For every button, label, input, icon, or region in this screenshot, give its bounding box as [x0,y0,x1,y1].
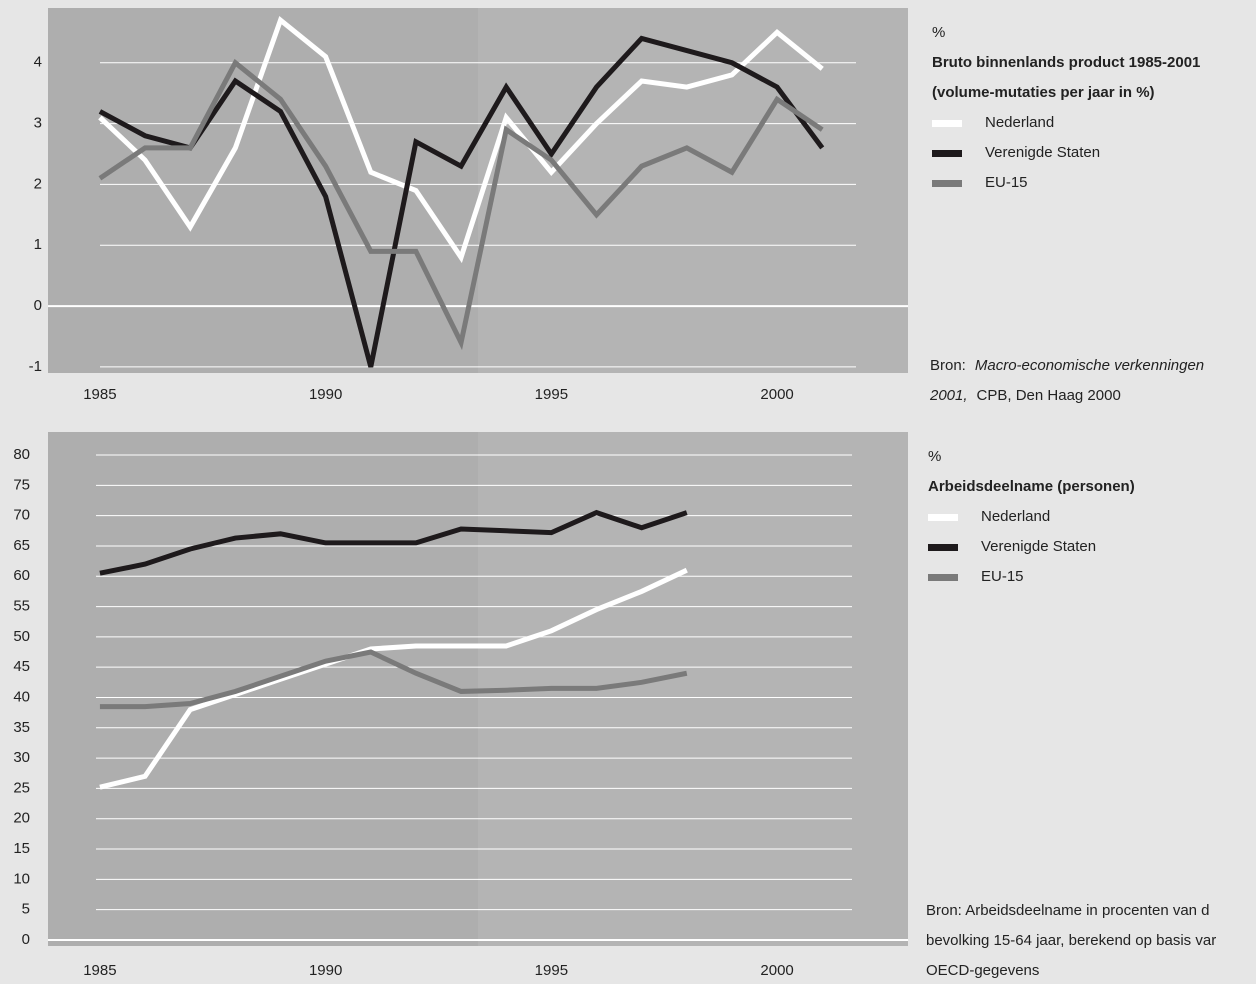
legend-label: Verenigde Staten [981,538,1096,555]
y-tick-label: 30 [13,749,30,766]
y-tick-label: 2 [34,175,42,192]
source-text: OECD-gegevens [926,962,1039,979]
legend-label: Verenigde Staten [985,144,1100,161]
unit-label: % [928,448,941,465]
y-tick-label: 70 [13,507,30,524]
page: -1 0 1 2 3 4 1985 1990 1995 2000% Bruto binnenland… [0,0,1256,984]
source-text: 2001, [929,387,968,404]
y-tick-label: 20 [13,810,30,827]
legend-swatch [932,120,962,127]
source-line: bevolking 15-64 jaar, berekend op basis … [926,932,1216,949]
legend-swatch [928,544,958,551]
y-tick-label: 15 [13,840,30,857]
y-tick-label: 0 [34,297,42,314]
source-text: CPB, Den Haag 2000 [977,387,1121,404]
legend-swatch [932,180,962,187]
x-tick-label: 1985 [83,962,116,979]
y-tick-label: 4 [34,54,42,71]
y-tick-label: 3 [34,115,42,132]
x-tick-label: 1990 [309,962,342,979]
x-tick-label: 1995 [535,962,568,979]
source-text: bevolking 15-64 jaar, berekend op basis … [926,932,1216,949]
y-tick-label: 45 [13,658,30,675]
chart-subtitle: (volume-mutaties per jaar in %) [932,84,1155,101]
source-text: Bron: [930,357,966,374]
source-line: Bron: Arbeidsdeelname in procenten van d [926,902,1210,919]
chart-title: Arbeidsdeelname (personen) [928,478,1135,495]
y-tick-label: 60 [13,567,30,584]
y-tick-label: 65 [13,537,30,554]
legend-label: Nederland [985,114,1054,131]
chart-title: Bruto binnenlands product 1985-2001 [932,54,1200,71]
y-tick-label: 10 [13,870,30,887]
source-line: OECD-gegevens [926,962,1039,979]
source-line: 2001, CPB, Den Haag 2000 [929,387,1121,404]
legend-label: EU-15 [981,568,1024,585]
legend-swatch [928,574,958,581]
y-tick-label: 1 [34,236,42,253]
y-tick-label: 80 [13,446,30,463]
y-tick-label: 55 [13,598,30,615]
legend-swatch [928,514,958,521]
x-tick-label: 2000 [760,962,793,979]
source-text: Bron: Arbeidsdeelname in procenten van d [926,902,1210,919]
legend-label: Nederland [981,508,1050,525]
legend-swatch [932,150,962,157]
y-tick-label: 35 [13,719,30,736]
plot-shade [48,432,478,946]
y-tick-label: 40 [13,688,30,705]
source-text: Macro-economische verkenningen [975,357,1204,374]
y-tick-label: 0 [22,931,30,948]
unit-label: % [932,24,945,41]
y-tick-label: 25 [13,779,30,796]
y-tick-label: 50 [13,628,30,645]
x-tick-label: 1995 [535,386,568,403]
y-tick-label: -1 [29,358,42,375]
y-tick-label: 75 [13,476,30,493]
x-tick-label: 1985 [83,386,116,403]
x-tick-label: 2000 [760,386,793,403]
legend-label: EU-15 [985,174,1028,191]
x-tick-label: 1990 [309,386,342,403]
y-tick-label: 5 [22,901,30,918]
